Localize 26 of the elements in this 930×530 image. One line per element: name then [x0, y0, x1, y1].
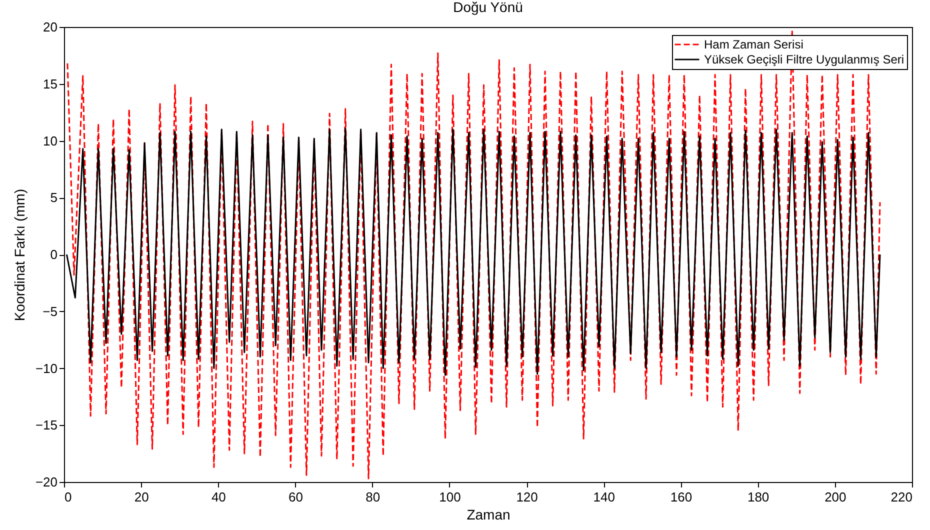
x-tick-label: 160	[670, 490, 692, 504]
y-tick-label: −20	[35, 474, 58, 490]
chart-title: Doğu Yönü	[453, 0, 523, 15]
x-tick-label: 60	[288, 490, 304, 504]
x-tick-label: 220	[890, 490, 912, 504]
x-tick-label: 200	[824, 490, 846, 504]
x-tick-label: 80	[366, 490, 380, 504]
x-tick-label: 120	[516, 490, 538, 504]
y-tick-label: 15	[43, 76, 58, 92]
y-axis-title: Koordinat Farkı (mm)	[11, 188, 28, 322]
y-tick-label: 10	[43, 133, 58, 148]
y-tick-label: 20	[43, 20, 58, 34]
x-tick-label: 0	[64, 490, 72, 504]
legend-label: Yüksek Geçişli Filtre Uygulanmış Seri	[704, 52, 904, 66]
x-tick-label: 20	[134, 490, 149, 504]
y-tick-label: −15	[35, 418, 58, 433]
x-tick-label: 140	[593, 490, 615, 504]
x-tick-label: 100	[439, 490, 461, 504]
x-axis-title: Zaman	[466, 506, 510, 522]
x-tick-label: 40	[211, 490, 226, 504]
y-tick-label: −5	[42, 304, 58, 319]
y-tick-label: −10	[35, 360, 58, 376]
y-tick-label: 5	[50, 190, 58, 206]
x-tick-label: 180	[747, 490, 770, 504]
legend-label: Ham Zaman Serisi	[704, 38, 804, 52]
y-tick-label: 0	[50, 247, 58, 262]
